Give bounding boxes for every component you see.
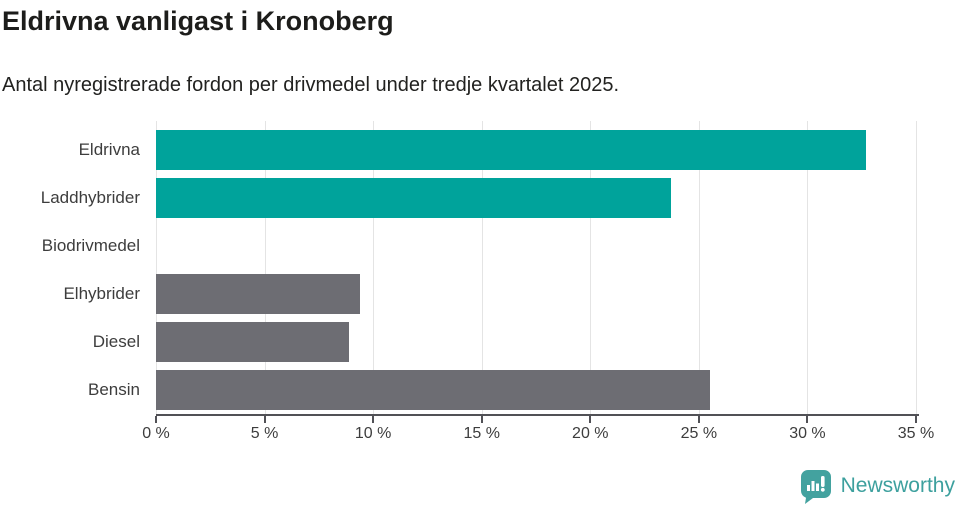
bar (156, 322, 350, 362)
x-axis-tick-label: 30 % (789, 425, 826, 442)
x-axis-line (156, 414, 919, 416)
category-label: Biodrivmedel (41, 236, 140, 255)
newsworthy-icon (799, 468, 833, 504)
newsworthy-logo: Newsworthy (799, 468, 955, 504)
x-axis-tick (155, 416, 157, 423)
bar (156, 370, 710, 410)
x-axis-tick-label: 5 % (250, 425, 279, 442)
brand-name: Newsworthy (840, 474, 955, 497)
page-subtitle: Antal nyregistrerade fordon per drivmede… (2, 74, 620, 96)
x-axis-tick (915, 416, 917, 423)
gridline (590, 121, 592, 414)
x-axis-tick-label: 25 % (680, 425, 718, 442)
gridline (264, 121, 266, 414)
x-axis-tick-label: 15 % (463, 425, 500, 442)
category-label: Eldrivna (78, 140, 140, 159)
category-label: Elhybrider (63, 284, 140, 303)
category-label: Diesel (92, 332, 140, 351)
bar-chart: Eldrivna Laddhybrider Biodrivmedel Elhybrid… (0, 121, 960, 446)
bar (156, 274, 361, 314)
gridline (481, 121, 483, 414)
gridline (916, 121, 917, 414)
x-axis-tick-label: 35 % (897, 425, 935, 442)
gridline (807, 121, 809, 414)
x-axis-tick (806, 416, 809, 423)
gridline (698, 121, 700, 414)
bar (156, 178, 671, 218)
x-axis-tick-label: 10 % (354, 425, 392, 442)
gridline (373, 121, 375, 414)
x-axis-tick (372, 416, 375, 423)
x-axis-tick-label: 20 % (572, 425, 609, 442)
x-axis-tick-label: 0 % (142, 425, 170, 442)
x-axis-tick (480, 416, 483, 423)
gridline (156, 121, 157, 414)
category-label: Laddhybrider (40, 188, 140, 207)
bar (156, 130, 867, 170)
category-label: Bensin (88, 380, 140, 399)
x-axis-tick (263, 416, 266, 423)
x-axis-tick (589, 416, 592, 423)
page-title: Eldrivna vanligast i Kronoberg (2, 6, 394, 36)
x-axis-tick (697, 416, 700, 423)
